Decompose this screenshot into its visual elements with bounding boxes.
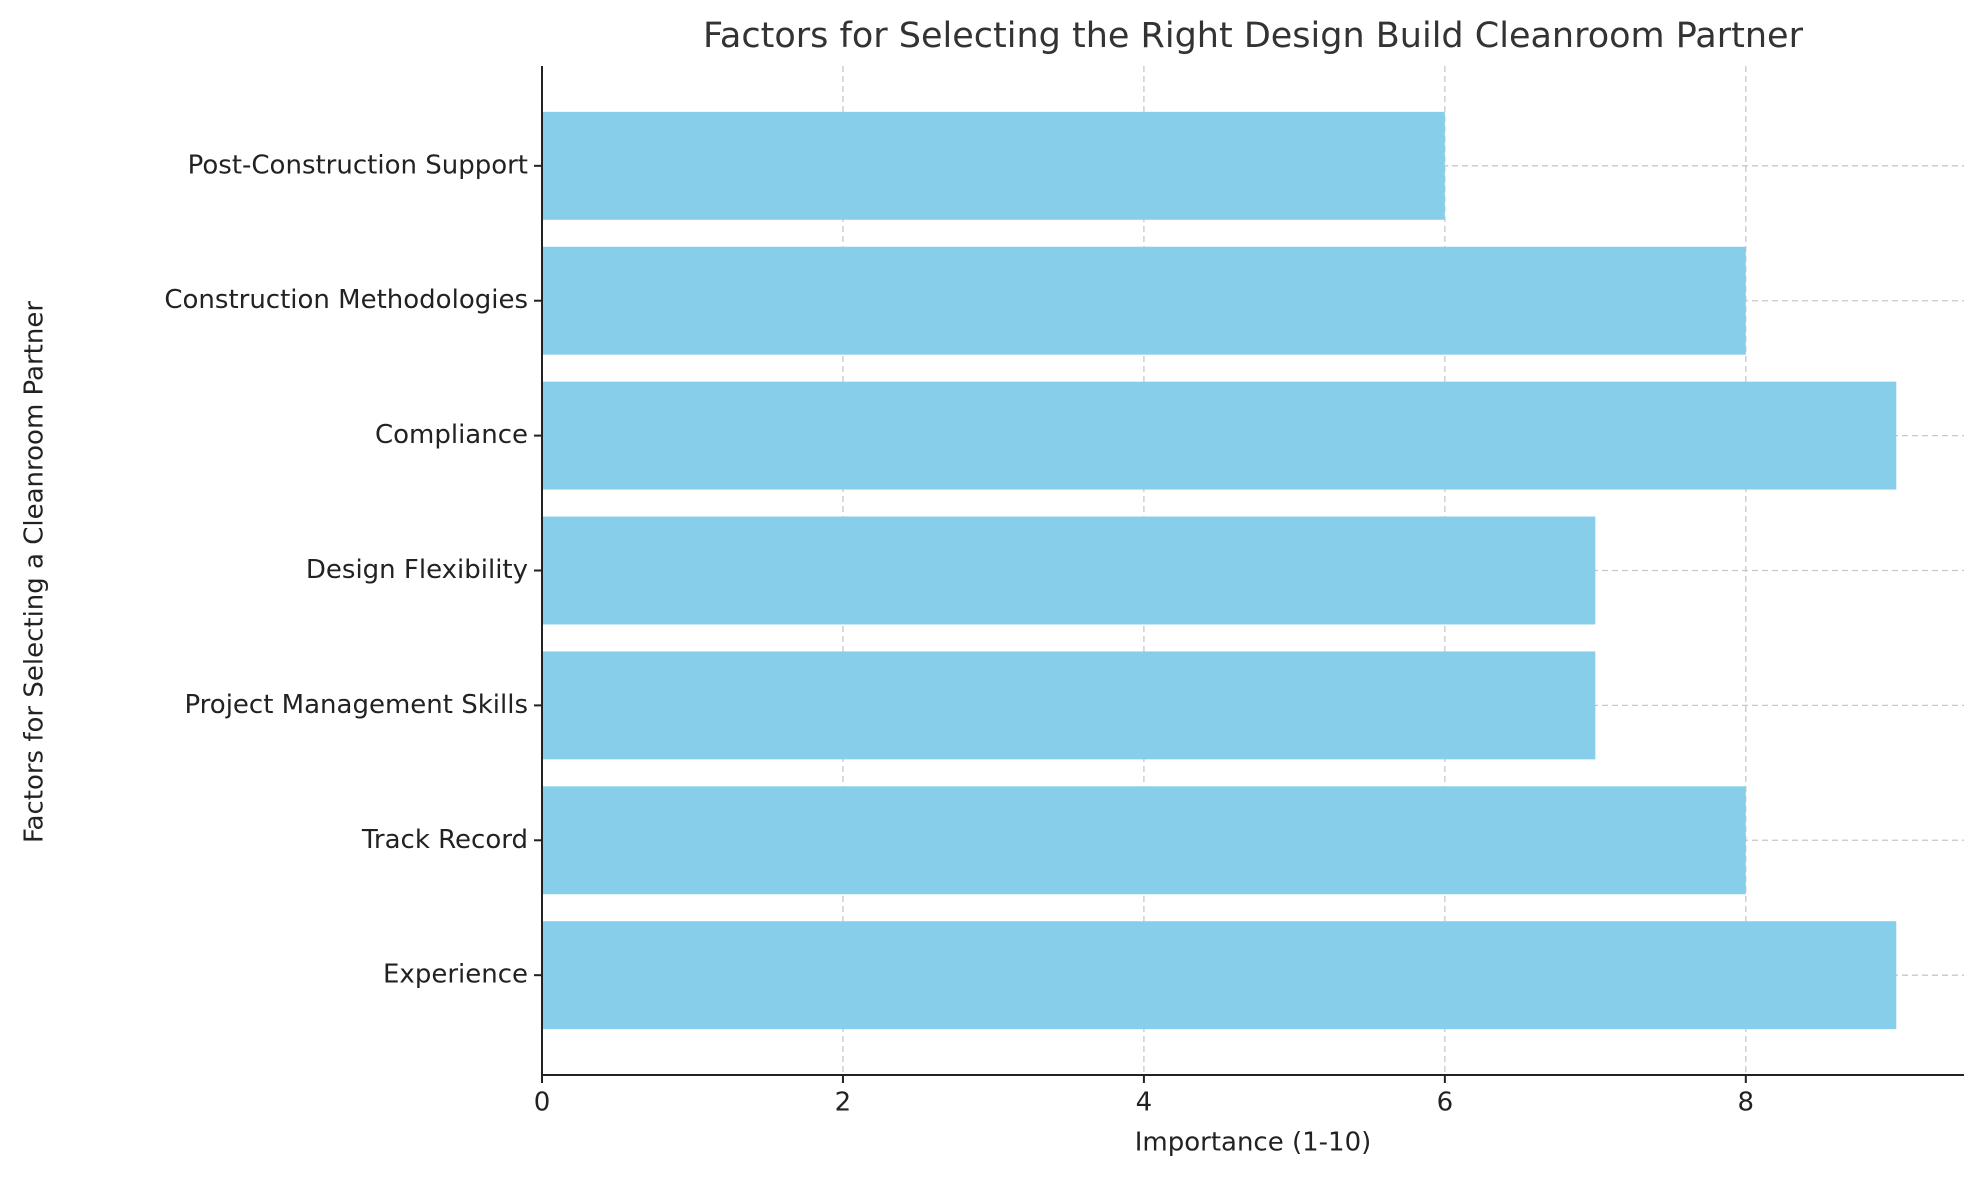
x-tick-label: 4	[1136, 1088, 1153, 1118]
y-axis-label: Factors for Selecting a Cleanroom Partne…	[20, 301, 50, 843]
bar	[542, 246, 1746, 355]
y-tick-label: Experience	[383, 960, 528, 990]
bar	[542, 381, 1897, 490]
x-tick-label: 8	[1738, 1088, 1755, 1118]
y-tick-label: Track Record	[361, 825, 528, 855]
bar	[542, 516, 1596, 625]
y-tick-label: Project Management Skills	[184, 690, 528, 720]
bar	[542, 111, 1445, 220]
bar	[542, 921, 1897, 1030]
y-tick-label: Construction Methodologies	[164, 285, 528, 315]
chart-title: Factors for Selecting the Right Design B…	[703, 16, 1804, 56]
x-tick-label: 0	[534, 1088, 551, 1118]
x-tick-label: 2	[835, 1088, 852, 1118]
bar	[542, 651, 1596, 760]
x-tick-label: 6	[1437, 1088, 1454, 1118]
y-tick-label: Design Flexibility	[306, 555, 528, 585]
x-axis-label: Importance (1-10)	[1135, 1128, 1372, 1158]
bar	[542, 786, 1746, 895]
y-tick-label: Compliance	[375, 420, 528, 450]
y-tick-label: Post-Construction Support	[188, 150, 528, 180]
